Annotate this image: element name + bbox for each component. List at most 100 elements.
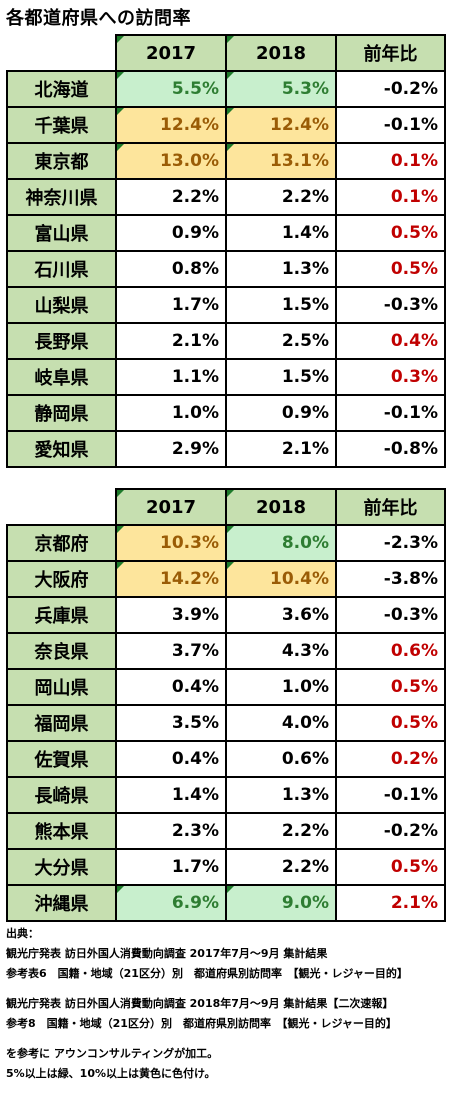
prefecture-name: 岐阜県 [6,358,117,396]
source-line-5: を参考に アウンコンサルティングが加工。 [6,1047,219,1060]
value-2017: 10.3% [115,524,227,562]
source-line-6: 5%以上は緑、10%以上は黄色に色付け。 [6,1067,216,1080]
value-2017: 0.4% [115,668,227,706]
yoy-change: -0.2% [335,812,446,850]
yoy-change: -3.8% [335,560,446,598]
yoy-change: -2.3% [335,524,446,562]
table-row: 愛知県 2.9% 2.1% -0.8% [6,430,446,468]
table-row: 大阪府 14.2% 10.4% -3.8% [6,560,446,598]
yoy-change: -0.2% [335,70,446,108]
table-row: 岡山県 0.4% 1.0% 0.5% [6,668,446,706]
source-line-1: 観光庁発表 訪日外国人消費動向調査 2017年7月～9月 集計結果 [6,947,328,960]
value-2018: 3.6% [225,596,337,634]
yoy-change: -0.8% [335,430,446,468]
value-2017: 12.4% [115,106,227,144]
yoy-change: 2.1% [335,884,446,922]
value-2018: 2.2% [225,178,337,216]
value-2017: 1.1% [115,358,227,396]
yoy-change: 0.2% [335,740,446,778]
visit-rate-table-2: 2017 2018 前年比 京都府 10.3% 8.0% -2.3% 大阪府 14.2% 1… [6,488,446,922]
source-line-3: 観光庁発表 訪日外国人消費動向調査 2018年7月～9月 集計結果【二次速報】 [6,997,394,1010]
value-2017: 2.3% [115,812,227,850]
yoy-change: 0.4% [335,322,446,360]
header-yoy: 前年比 [335,488,446,526]
value-2017: 0.4% [115,740,227,778]
table-row: 長崎県 1.4% 1.3% -0.1% [6,776,446,814]
value-2018: 2.2% [225,848,337,886]
value-2017: 2.9% [115,430,227,468]
prefecture-name: 石川県 [6,250,117,288]
table-row: 千葉県 12.4% 12.4% -0.1% [6,106,446,144]
table-row: 東京都 13.0% 13.1% 0.1% [6,142,446,180]
table-row: 佐賀県 0.4% 0.6% 0.2% [6,740,446,778]
prefecture-name: 富山県 [6,214,117,252]
value-2018: 13.1% [225,142,337,180]
value-2018: 4.0% [225,704,337,742]
table-row: 山梨県 1.7% 1.5% -0.3% [6,286,446,324]
visit-rate-table-1: 2017 2018 前年比 北海道 5.5% 5.3% -0.2% 千葉県 12.4% 12… [6,34,446,468]
prefecture-name: 奈良県 [6,632,117,670]
value-2018: 2.1% [225,430,337,468]
value-2017: 2.2% [115,178,227,216]
value-2017: 3.5% [115,704,227,742]
prefecture-name: 長崎県 [6,776,117,814]
header-blank-cell [7,489,117,526]
prefecture-name: 岡山県 [6,668,117,706]
yoy-change: -0.1% [335,106,446,144]
header-blank-cell [7,35,117,72]
source-line-2: 参考表6 国籍・地域（21区分）別 都道府県別訪問率 【観光・レジャー目的】 [6,967,408,980]
yoy-change: -0.3% [335,286,446,324]
prefecture-name: 大阪府 [6,560,117,598]
header-yoy: 前年比 [335,34,446,72]
table-row: 富山県 0.9% 1.4% 0.5% [6,214,446,252]
value-2018: 12.4% [225,106,337,144]
header-2017: 2017 [115,34,227,72]
prefecture-name: 長野県 [6,322,117,360]
table-row: 沖縄県 6.9% 9.0% 2.1% [6,884,446,922]
value-2017: 0.9% [115,214,227,252]
prefecture-name: 愛知県 [6,430,117,468]
page-title: 各都道府県への訪問率 [6,8,191,29]
prefecture-name: 沖縄県 [6,884,117,922]
value-2017: 14.2% [115,560,227,598]
value-2018: 1.3% [225,776,337,814]
table-row: 京都府 10.3% 8.0% -2.3% [6,524,446,562]
prefecture-name: 東京都 [6,142,117,180]
table-row: 石川県 0.8% 1.3% 0.5% [6,250,446,288]
table-row: 静岡県 1.0% 0.9% -0.1% [6,394,446,432]
table-row: 神奈川県 2.2% 2.2% 0.1% [6,178,446,216]
value-2018: 1.4% [225,214,337,252]
yoy-change: 0.6% [335,632,446,670]
yoy-change: -0.1% [335,776,446,814]
value-2017: 5.5% [115,70,227,108]
value-2018: 0.6% [225,740,337,778]
source-notes: 出典： 観光庁発表 訪日外国人消費動向調査 2017年7月～9月 集計結果 参考… [6,924,408,1084]
yoy-change: 0.3% [335,358,446,396]
value-2018: 1.3% [225,250,337,288]
table-header-row: 2017 2018 前年比 [7,488,446,526]
value-2017: 2.1% [115,322,227,360]
header-2018: 2018 [225,34,337,72]
prefecture-name: 佐賀県 [6,740,117,778]
value-2018: 4.3% [225,632,337,670]
table-row: 長野県 2.1% 2.5% 0.4% [6,322,446,360]
prefecture-name: 大分県 [6,848,117,886]
value-2017: 13.0% [115,142,227,180]
value-2018: 10.4% [225,560,337,598]
value-2017: 0.8% [115,250,227,288]
value-2018: 1.5% [225,286,337,324]
table-row: 福岡県 3.5% 4.0% 0.5% [6,704,446,742]
table-header-row: 2017 2018 前年比 [7,34,446,72]
value-2017: 1.0% [115,394,227,432]
prefecture-name: 熊本県 [6,812,117,850]
yoy-change: -0.3% [335,596,446,634]
table-row: 北海道 5.5% 5.3% -0.2% [6,70,446,108]
value-2018: 8.0% [225,524,337,562]
table-row: 兵庫県 3.9% 3.6% -0.3% [6,596,446,634]
source-line-4: 参考8 国籍・地域（21区分）別 都道府県別訪問率 【観光・レジャー目的】 [6,1017,397,1030]
prefecture-name: 兵庫県 [6,596,117,634]
value-2017: 1.7% [115,286,227,324]
value-2017: 3.9% [115,596,227,634]
yoy-change: -0.1% [335,394,446,432]
prefecture-name: 静岡県 [6,394,117,432]
